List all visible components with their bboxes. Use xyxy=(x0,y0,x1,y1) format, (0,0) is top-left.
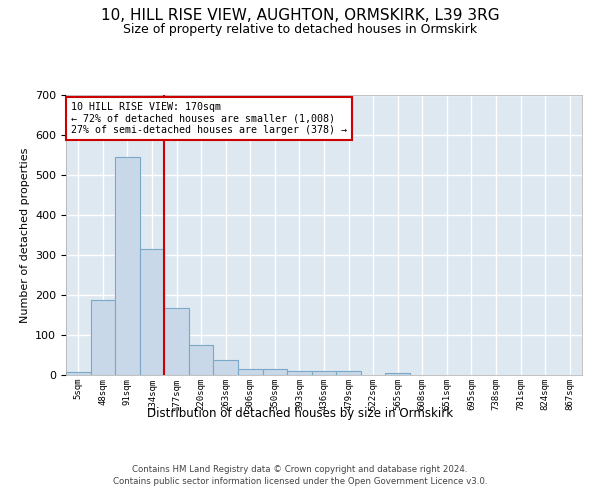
Text: Distribution of detached houses by size in Ormskirk: Distribution of detached houses by size … xyxy=(147,408,453,420)
Bar xyxy=(91,300,115,375)
Bar xyxy=(287,371,312,375)
Text: Contains HM Land Registry data © Crown copyright and database right 2024.: Contains HM Land Registry data © Crown c… xyxy=(132,465,468,474)
Bar xyxy=(140,249,164,375)
Y-axis label: Number of detached properties: Number of detached properties xyxy=(20,148,29,322)
Bar xyxy=(385,373,410,375)
Text: 10, HILL RISE VIEW, AUGHTON, ORMSKIRK, L39 3RG: 10, HILL RISE VIEW, AUGHTON, ORMSKIRK, L… xyxy=(101,8,499,22)
Text: Contains public sector information licensed under the Open Government Licence v3: Contains public sector information licen… xyxy=(113,478,487,486)
Bar xyxy=(115,157,140,375)
Bar xyxy=(66,372,91,375)
Bar xyxy=(164,308,189,375)
Bar xyxy=(189,344,214,375)
Text: Size of property relative to detached houses in Ormskirk: Size of property relative to detached ho… xyxy=(123,22,477,36)
Bar xyxy=(238,369,263,375)
Bar xyxy=(336,371,361,375)
Text: 10 HILL RISE VIEW: 170sqm
← 72% of detached houses are smaller (1,008)
27% of se: 10 HILL RISE VIEW: 170sqm ← 72% of detac… xyxy=(71,102,347,135)
Bar xyxy=(312,371,336,375)
Bar xyxy=(263,369,287,375)
Bar xyxy=(214,360,238,375)
